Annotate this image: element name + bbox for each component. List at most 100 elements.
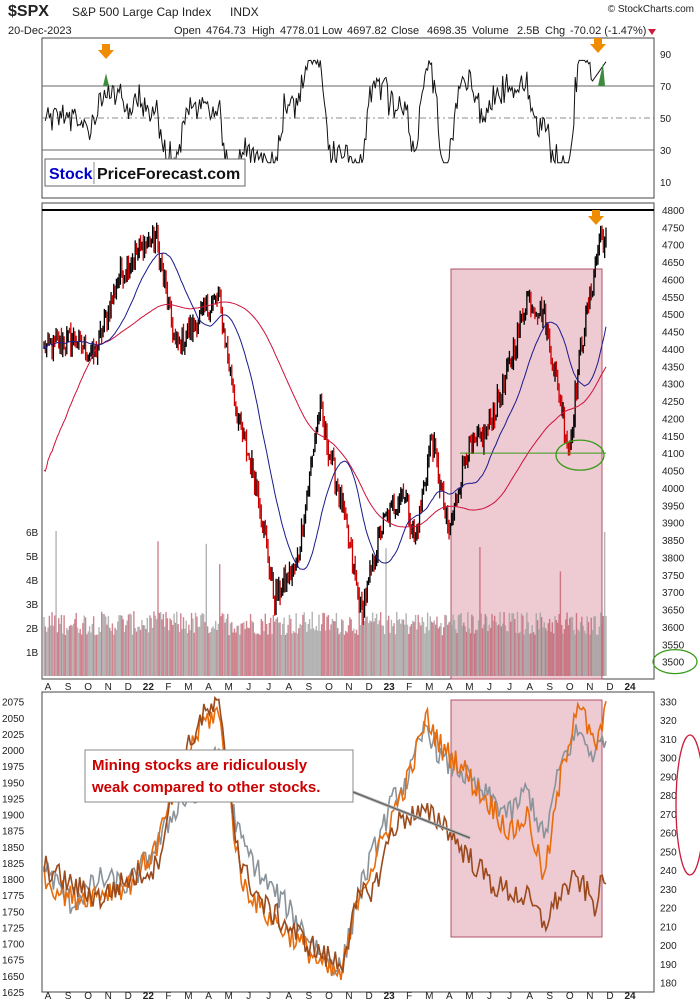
price-x-tick-label: A xyxy=(526,682,533,693)
volume-bar xyxy=(314,630,316,676)
volume-bar xyxy=(457,615,460,676)
volume-bar xyxy=(447,624,449,676)
volume-bar xyxy=(366,616,368,676)
open-label: Open xyxy=(174,25,201,37)
volume-bar xyxy=(117,621,119,676)
volume-bar xyxy=(497,624,500,676)
compare-left-tick-label: 2050 xyxy=(2,714,25,725)
volume-bar xyxy=(88,626,91,676)
volume-bar xyxy=(248,628,250,676)
volume-bar xyxy=(548,618,551,676)
volume-bar xyxy=(370,621,372,676)
volume-bar xyxy=(236,625,238,676)
price-tick-label: 4600 xyxy=(662,275,685,286)
volume-bar xyxy=(284,634,287,676)
volume-bar xyxy=(377,624,379,676)
volume-bar xyxy=(562,633,564,676)
rsi-tick-label: 50 xyxy=(660,114,672,125)
volume-bar xyxy=(255,634,257,676)
volume-bar xyxy=(216,629,218,676)
annotation-pointer-core xyxy=(347,789,471,839)
price-x-tick-label: O xyxy=(325,682,333,693)
volume-bar xyxy=(559,571,562,676)
volume-bar xyxy=(292,631,295,676)
index-name: S&P 500 Large Cap Index xyxy=(72,5,211,19)
volume-bar xyxy=(256,633,258,676)
volume-bar xyxy=(99,631,102,676)
volume-tick-label: 2B xyxy=(26,624,39,635)
volume-bar xyxy=(302,614,304,676)
volume-bar xyxy=(123,632,126,676)
volume-bar xyxy=(601,623,603,676)
volume-bar xyxy=(374,618,376,676)
volume-bar xyxy=(375,613,378,676)
volume-bar xyxy=(536,620,539,676)
volume-bar xyxy=(286,633,288,676)
volume-bar xyxy=(282,623,284,676)
volume-bar xyxy=(583,630,586,676)
compare-left-tick-label: 1925 xyxy=(2,794,25,805)
ma-short-line xyxy=(43,252,607,570)
volume-bar xyxy=(432,622,434,676)
volume-bar xyxy=(196,616,198,676)
compare-x-tick-label: O xyxy=(84,991,92,1000)
volume-bar xyxy=(79,628,81,676)
volume-bar xyxy=(272,614,275,676)
volume-bar xyxy=(409,626,411,676)
volume-bar xyxy=(129,613,131,676)
volume-bar xyxy=(181,629,183,676)
volume-bar xyxy=(519,631,521,676)
volume-bar xyxy=(100,611,103,676)
compare-x-tick-label: F xyxy=(406,991,412,1000)
compare-x-tick-label: M xyxy=(184,991,192,1000)
volume-bar xyxy=(398,619,401,676)
price-x-tick-label: J xyxy=(246,682,251,693)
volume-bar xyxy=(354,633,356,676)
volume-bar xyxy=(267,634,269,676)
volume-bar xyxy=(429,616,431,676)
volume-bar xyxy=(469,633,472,676)
volume-bar xyxy=(421,617,423,676)
volume-bar xyxy=(414,614,417,676)
price-tick-label: 4550 xyxy=(662,293,685,304)
volume-bar xyxy=(186,633,189,676)
volume-bar xyxy=(378,620,381,676)
volume-bar xyxy=(137,626,139,676)
rsi-tick-label: 30 xyxy=(660,146,672,157)
volume-bar xyxy=(506,630,508,676)
volume-bar xyxy=(578,631,580,676)
volume-bar xyxy=(173,613,175,676)
volume-bar xyxy=(185,620,187,676)
volume-bar xyxy=(180,613,182,676)
compare-left-tick-label: 1775 xyxy=(2,891,25,902)
volume-bar xyxy=(452,614,454,676)
volume-bar xyxy=(561,624,563,676)
volume-bar xyxy=(90,632,92,676)
volume-bar xyxy=(278,622,280,676)
volume-bar xyxy=(459,614,461,676)
volume-bar xyxy=(50,625,52,676)
volume-bar xyxy=(119,615,122,676)
volume-bar xyxy=(512,613,515,676)
price-tick-label: 3850 xyxy=(662,536,685,547)
volume-bar xyxy=(52,625,55,676)
volume-bar xyxy=(465,631,468,676)
compare-ellipse xyxy=(675,734,700,876)
volume-bar xyxy=(139,629,142,676)
volume-bar xyxy=(275,619,277,676)
volume-bar xyxy=(87,631,89,676)
volume-bar xyxy=(425,626,427,676)
volume-bar xyxy=(204,622,206,676)
volume-bar xyxy=(349,617,351,676)
volume-bar xyxy=(142,625,144,676)
price-panel-frame xyxy=(41,202,655,680)
volume-bar xyxy=(594,616,596,676)
compare-x-tick-label: J xyxy=(246,991,251,1000)
volume-bar xyxy=(558,614,560,676)
volume-bar xyxy=(303,612,305,676)
price-x-tick-label: M xyxy=(425,682,433,693)
volume-bar xyxy=(149,615,151,676)
price-tick-label: 4150 xyxy=(662,432,685,443)
volume-bar xyxy=(357,634,359,676)
volume-bar xyxy=(109,627,111,676)
